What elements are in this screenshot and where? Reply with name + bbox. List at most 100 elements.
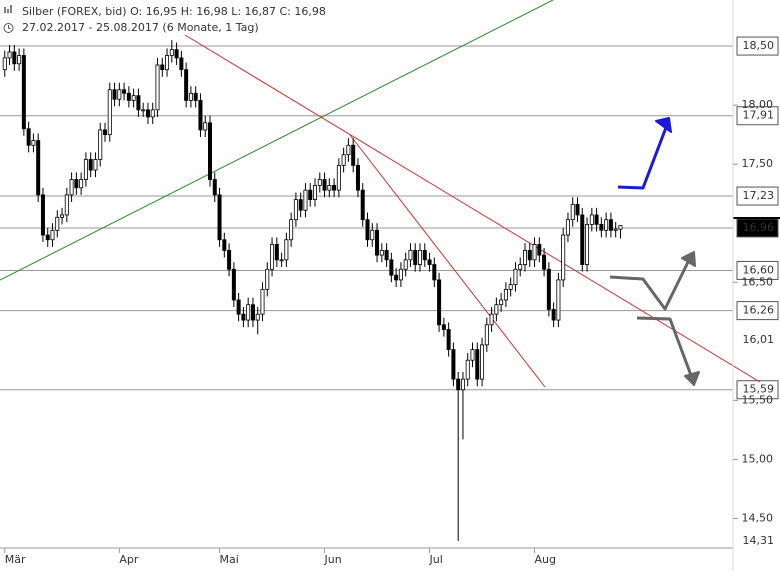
x-tick-label: Mai [220, 553, 239, 566]
candle-body [45, 234, 50, 241]
candle-body [40, 194, 45, 236]
candle-body [83, 159, 88, 180]
candle-body [446, 329, 451, 350]
candle-body [460, 378, 465, 391]
candle-body [594, 214, 599, 225]
candle-body [489, 313, 494, 326]
candle-body [413, 249, 418, 265]
candle-body [508, 284, 513, 290]
candle-body [231, 268, 236, 301]
level-box [736, 330, 779, 350]
candle-body [365, 219, 370, 241]
candle-body [346, 144, 351, 156]
candle-body [604, 219, 609, 231]
candle-body [303, 189, 308, 211]
candle-body [403, 259, 408, 270]
candle-body [270, 244, 275, 270]
candle-body [284, 239, 289, 261]
candle-body [523, 249, 528, 265]
candle-body [207, 122, 212, 180]
level-box [736, 36, 779, 56]
axes: 18,00 17,50 16,50 15,50 15,00 14,50 Mär Apr Mai J… [4, 98, 774, 566]
candle-body [126, 92, 131, 101]
candle-body [12, 51, 17, 65]
x-tick-label: Jun [324, 553, 342, 566]
level-label: 17,91 [743, 109, 775, 122]
candles [2, 40, 623, 541]
candle-body [136, 95, 141, 111]
candle-body [250, 304, 255, 321]
candle-body [456, 378, 461, 391]
candle-body [184, 69, 189, 101]
candle-body [422, 249, 427, 261]
x-tick-label: Aug [535, 553, 556, 566]
candle-body [360, 189, 365, 221]
level-label: 16,01 [743, 333, 775, 346]
candle-body [575, 203, 580, 216]
candle-body [480, 344, 485, 380]
candle-body [203, 122, 208, 131]
candle-body [527, 249, 532, 261]
candle-body [503, 288, 508, 301]
candle-body [484, 324, 489, 346]
candle-body [465, 359, 470, 380]
candle-body [217, 194, 222, 241]
candle-body [279, 259, 284, 262]
candle-body [2, 57, 7, 71]
level-label: 14,31 [743, 534, 775, 547]
candle-body [260, 288, 265, 315]
candle-body [131, 95, 136, 101]
header-title: Silber (FOREX, bid) O: 16,95 H: 16,98 L:… [22, 5, 326, 18]
candle-body [608, 219, 613, 231]
candle-body [293, 199, 298, 221]
candle-body [475, 349, 480, 380]
candle-body [546, 268, 551, 310]
level-label: 15,59 [743, 383, 775, 396]
y-tick-label: 16,50 [742, 275, 774, 288]
x-tick-label: Jul [429, 553, 443, 566]
candle-body [174, 49, 179, 59]
candle-body [122, 89, 127, 94]
candle-body [556, 279, 561, 321]
candle-body [188, 92, 193, 101]
level-label: 16,96 [743, 221, 775, 234]
candle-body [74, 179, 79, 189]
candle-body [60, 214, 65, 218]
candle-body [518, 264, 523, 270]
y-tick-label: 15,50 [742, 393, 774, 406]
candle-body [141, 109, 146, 112]
candle-body [198, 99, 203, 131]
levels: 18,50 17,91 17,23 16,96 16,60 16,26 16,01 15,59… [0, 36, 780, 551]
candle-body [451, 349, 456, 380]
candle-body [241, 313, 246, 321]
candle-body [351, 144, 356, 166]
trendline [349, 134, 546, 388]
candle-body [341, 154, 346, 166]
candle-body [69, 179, 74, 196]
candle-body [212, 179, 217, 196]
trendline [0, 0, 554, 281]
candle-body [589, 214, 594, 225]
candle-body [289, 219, 294, 241]
candle-body [585, 223, 590, 265]
candle-body [389, 259, 394, 276]
level-box [736, 531, 779, 551]
candle-body [79, 179, 84, 189]
candle-body [317, 179, 322, 186]
arrows [609, 117, 700, 386]
level-label: 17,23 [743, 189, 775, 202]
candle-body [117, 89, 122, 100]
candle-body [432, 264, 437, 281]
candle-body [513, 268, 518, 286]
y-tick-label: 17,50 [742, 157, 774, 170]
candle-body [398, 268, 403, 281]
candle-body [246, 304, 251, 321]
level-label: 16,60 [743, 263, 775, 276]
candle-body [322, 179, 327, 191]
x-tick-label: Apr [119, 553, 139, 566]
candle-body [145, 109, 150, 118]
candle-body [499, 299, 504, 306]
candle-body [370, 229, 375, 241]
candle-body [236, 299, 241, 315]
